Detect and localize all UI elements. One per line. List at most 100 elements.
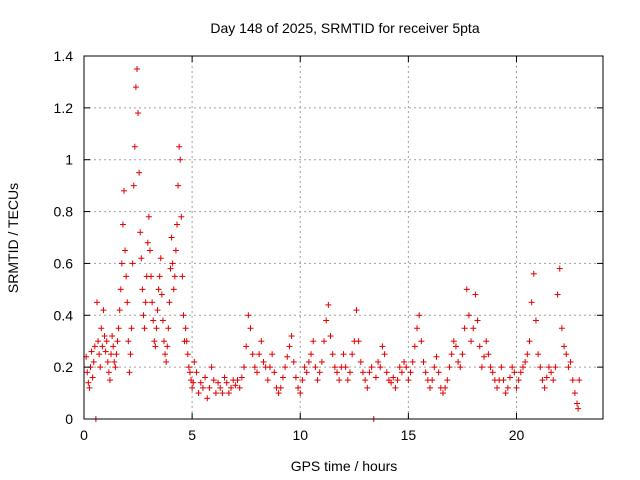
data-point <box>232 382 239 389</box>
data-point <box>167 265 174 272</box>
data-point <box>139 286 146 293</box>
data-point <box>102 348 109 355</box>
data-point <box>109 333 116 340</box>
data-point <box>191 358 198 365</box>
data-point <box>108 351 115 358</box>
data-point <box>489 369 496 376</box>
data-point <box>219 390 226 397</box>
data-point <box>113 351 120 358</box>
data-point <box>129 260 136 267</box>
data-point <box>342 364 349 371</box>
data-point <box>353 307 360 314</box>
data-point <box>178 213 185 220</box>
data-point <box>290 358 297 365</box>
data-point <box>156 273 163 280</box>
data-point <box>532 317 539 324</box>
data-point <box>284 353 291 360</box>
data-point <box>124 299 131 306</box>
data-point <box>132 84 139 91</box>
data-point <box>463 286 470 293</box>
data-point <box>127 351 134 358</box>
data-point <box>104 358 111 365</box>
data-point <box>450 338 457 345</box>
data-point <box>168 234 175 241</box>
data-point <box>189 384 196 391</box>
data-point <box>130 182 137 189</box>
data-point <box>316 369 323 376</box>
data-point <box>314 377 321 384</box>
data-point <box>185 364 192 371</box>
data-point <box>530 270 537 277</box>
data-point <box>349 351 356 358</box>
data-point <box>481 353 488 360</box>
data-point <box>183 338 190 345</box>
data-point <box>223 379 230 386</box>
data-point <box>89 374 96 381</box>
data-point <box>123 273 130 280</box>
data-point <box>133 65 140 72</box>
data-point <box>114 338 121 345</box>
data-point <box>498 364 505 371</box>
data-point <box>414 325 421 332</box>
data-point <box>368 364 375 371</box>
data-point <box>431 364 438 371</box>
data-point <box>249 351 256 358</box>
data-point <box>241 364 248 371</box>
data-point <box>254 369 260 376</box>
data-point <box>295 384 302 391</box>
data-point <box>286 343 293 350</box>
data-point <box>334 369 341 376</box>
data-point <box>193 369 200 376</box>
data-point <box>88 348 95 355</box>
data-point <box>528 299 535 306</box>
data-point <box>388 379 395 386</box>
data-point <box>427 384 433 391</box>
y-axis-label: SRMTID / TECUs <box>5 183 21 293</box>
data-point <box>142 299 149 306</box>
data-point <box>228 384 235 391</box>
data-point <box>554 291 561 298</box>
data-point <box>407 369 414 376</box>
data-point <box>157 255 164 262</box>
data-point <box>275 390 282 397</box>
data-point <box>435 369 442 376</box>
data-point <box>565 364 572 371</box>
data-point <box>145 213 152 220</box>
data-point <box>483 338 490 345</box>
data-point <box>357 358 364 365</box>
data-point <box>305 358 312 365</box>
data-point <box>154 307 161 314</box>
data-point <box>336 377 343 384</box>
data-point <box>155 286 162 293</box>
data-point <box>125 338 132 345</box>
data-point <box>195 390 202 397</box>
data-point <box>398 369 405 376</box>
data-point <box>221 374 228 381</box>
data-point <box>172 247 179 254</box>
data-point <box>331 364 338 371</box>
data-point <box>176 143 183 150</box>
data-point <box>106 377 113 384</box>
data-point <box>118 260 125 267</box>
data-point <box>392 384 399 391</box>
data-point <box>93 299 100 306</box>
data-point <box>204 395 211 402</box>
y-tick-label: 0.8 <box>54 204 74 220</box>
data-point <box>135 110 142 117</box>
data-point <box>184 351 191 358</box>
data-point <box>522 358 529 365</box>
data-point <box>103 338 110 345</box>
data-point <box>321 338 328 345</box>
data-point <box>161 338 168 345</box>
data-point <box>381 351 388 358</box>
data-point <box>318 358 325 365</box>
data-point <box>301 364 308 371</box>
data-point <box>310 338 317 345</box>
data-point <box>164 343 171 350</box>
data-point <box>264 377 271 384</box>
data-point <box>282 364 289 371</box>
data-point <box>215 379 222 386</box>
data-point <box>177 156 184 163</box>
data-point <box>138 255 145 262</box>
